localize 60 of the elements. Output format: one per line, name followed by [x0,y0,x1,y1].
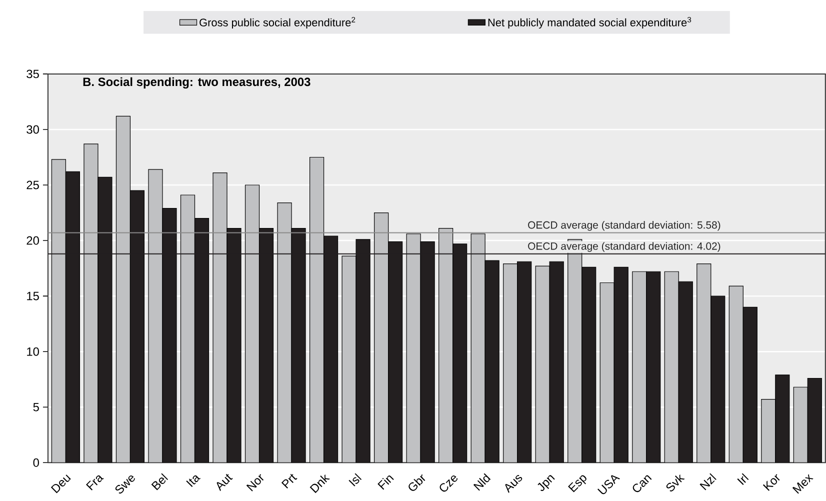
y-tick-label: 20 [26,236,39,245]
bar [244,184,260,463]
bar [342,256,356,463]
legend-label: Net publicly mandated social expenditure$^{3}$ [488,17,692,29]
x-tick-label: Fra [86,476,104,491]
bar [696,264,712,463]
bar [438,228,454,463]
x-tick-label: Esp [568,475,586,492]
x-tick-label: Svk [666,474,685,492]
x-tick-label: Isl [348,473,362,487]
x-tick-label: Dnk [310,474,330,494]
bar [600,282,614,463]
bar [470,234,486,463]
y-tick-label: 0 [33,458,39,468]
y-tick-label: 10 [27,348,39,356]
x-tick-label: Aut [216,474,233,492]
bar [180,194,196,463]
x-tick-label: Irl [737,473,749,486]
x-tick-label: Prt [281,474,298,489]
x-tick-label: Jpn [538,475,555,492]
bar [761,399,776,463]
y-tick-label: 35 [26,70,39,78]
bar [632,271,647,463]
legend-label: Gross public social expenditure$^{2}$ [200,17,356,29]
bar [148,169,163,463]
bar [406,234,421,463]
bar [84,144,98,463]
bar [728,286,744,463]
x-tick-label: Kor [762,474,780,492]
bar [374,212,389,463]
x-tick-label: Fin [378,476,394,490]
bar [793,386,808,463]
bar [277,202,292,463]
x-tick-label: Deu [50,474,71,494]
bar [116,116,131,463]
bar [51,159,66,463]
annotation: OECD average (standard deviation: 4.02) [528,242,720,252]
y-tick-label: 5 [33,403,39,412]
x-tick-label: Cze [440,476,458,492]
chart-title: B. Social spending: two measures, 2003 [83,77,310,89]
x-tick-label: Nor [246,474,264,492]
x-tick-label: Ita [186,476,201,488]
bar [535,266,550,463]
x-tick-label: Nzl [700,473,716,490]
bar [503,264,518,463]
y-tick-label: 25 [26,180,39,190]
bar [664,271,679,463]
x-tick-label: USA [597,475,620,494]
x-tick-label: Mex [792,474,814,494]
x-tick-label: Swe [115,476,135,494]
y-tick-label: 30 [26,125,39,134]
x-tick-label: Can [632,475,652,492]
x-tick-label: Nld [473,473,491,491]
x-tick-label: Bel [151,473,168,490]
bar [309,157,324,463]
x-tick-label: Gbr [408,474,426,492]
annotation: OECD average (standard deviation: 5.58) [528,221,720,231]
x-tick-label: Aus [505,475,522,494]
y-tick-label: 15 [27,292,39,300]
bar [212,172,228,463]
